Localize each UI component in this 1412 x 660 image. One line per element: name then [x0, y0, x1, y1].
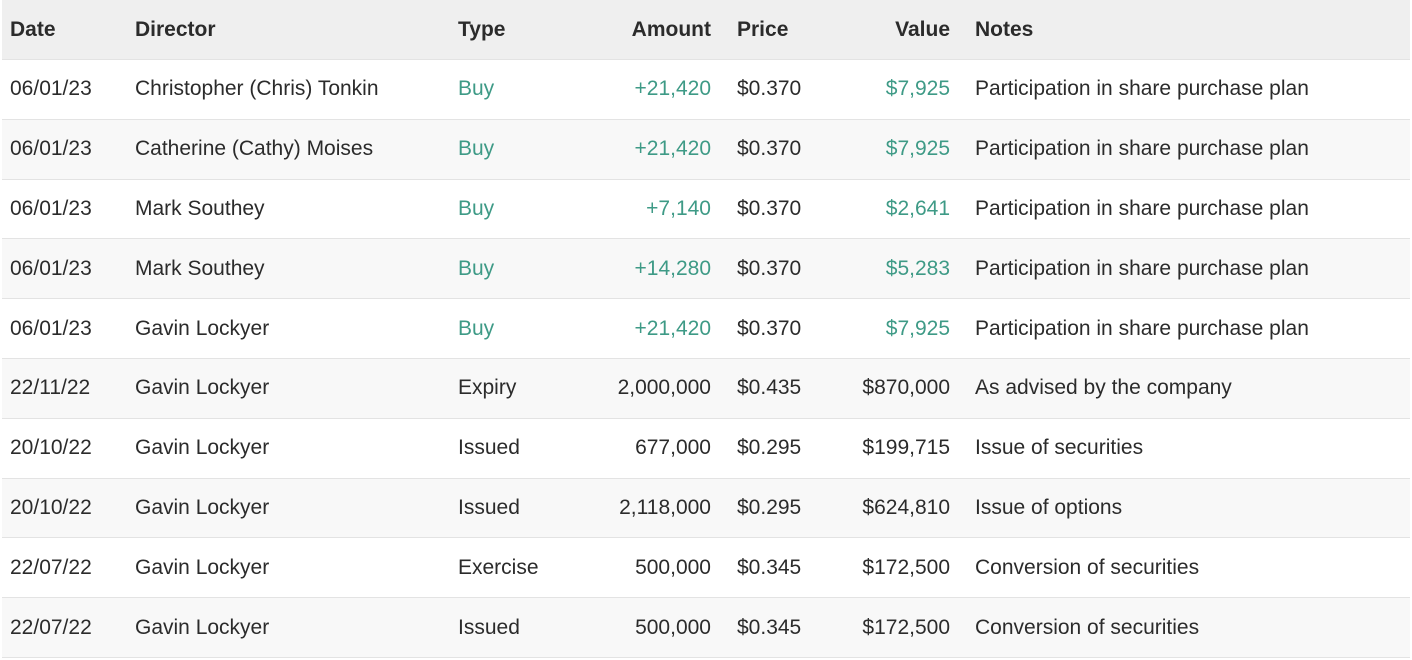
table-cell: Amount [631, 17, 711, 41]
table-cell: $0.435 [737, 376, 802, 400]
table-cell: Mark Southey [135, 256, 265, 280]
table-cell: Gavin Lockyer [135, 316, 270, 340]
table-row: 06/01/23 Mark Southey Buy +14,280 $0.370 $5,2… [2, 239, 1410, 300]
table-cell: $172,500 [862, 555, 950, 579]
table-cell: $624,810 [862, 495, 950, 519]
table-row: 20/10/22 Gavin Lockyer Issued 2,118,000 $0.2… [2, 478, 1410, 539]
table-cell: Buy [458, 256, 495, 280]
table-cell: Participation in share purchase plan [975, 196, 1309, 220]
table-row: 06/01/23 Mark Southey Buy +7,140 $0.370 $2,64… [2, 180, 1410, 240]
table-cell: Type [458, 17, 506, 41]
table-cell: 06/01/23 [10, 137, 92, 161]
table-cell: 22/07/22 [10, 615, 92, 639]
table-cell: $5,283 [885, 256, 950, 280]
table-cell: Buy [458, 316, 495, 340]
table-cell: $870,000 [862, 376, 950, 400]
table-cell: Mark Southey [135, 196, 265, 220]
table-cell: 677,000 [635, 436, 711, 460]
table-cell: +21,420 [634, 137, 712, 161]
table-cell: $2,641 [885, 196, 950, 220]
table-cell: Issued [458, 436, 520, 460]
table-cell: Gavin Lockyer [135, 495, 270, 519]
table-row: 22/07/22 Gavin Lockyer Exercise 500,000 $0.3… [2, 538, 1410, 599]
table-cell: Value [895, 17, 950, 41]
table-cell: Issue of options [975, 495, 1123, 519]
table-cell: $0.370 [737, 77, 802, 101]
table-cell: Buy [458, 137, 495, 161]
table-cell: Christopher (Chris) Tonkin [135, 77, 379, 101]
table-cell: Price [737, 17, 789, 41]
table-cell: As advised by the company [975, 376, 1232, 400]
table-cell: $0.295 [737, 436, 802, 460]
table-cell: +7,140 [646, 196, 711, 220]
table-cell: Gavin Lockyer [135, 615, 270, 639]
table-cell: $7,925 [885, 137, 950, 161]
table-cell: $7,925 [885, 77, 950, 101]
table-cell: 2,000,000 [617, 376, 711, 400]
table-cell: $0.370 [737, 196, 802, 220]
table-cell: $0.345 [737, 555, 802, 579]
table-cell: 20/10/22 [10, 495, 92, 519]
table-cell: 2,118,000 [619, 495, 711, 519]
table-row: 20/10/22 Gavin Lockyer Issued 677,000 $0.295… [2, 419, 1410, 479]
table-cell: 22/11/22 [10, 376, 91, 400]
table-cell: $7,925 [885, 316, 950, 340]
header-row: Date Director Type Amount Price Value Notes [2, 0, 1410, 60]
table-cell: Gavin Lockyer [135, 376, 270, 400]
table-cell: +21,420 [634, 316, 712, 340]
table-cell: Date [10, 17, 56, 41]
table-cell: Gavin Lockyer [135, 436, 270, 460]
table-cell: Issued [458, 615, 520, 639]
table-cell: Exercise [458, 555, 539, 579]
table-row: 22/07/22 Gavin Lockyer Issued 500,000 $0.345… [2, 598, 1410, 658]
table-cell: 06/01/23 [10, 256, 92, 280]
table-cell: 500,000 [635, 615, 711, 639]
table-cell: 06/01/23 [10, 316, 92, 340]
table-cell: Issued [458, 495, 520, 519]
table-cell: Gavin Lockyer [135, 555, 270, 579]
table-cell: Notes [975, 17, 1034, 41]
table-cell: Participation in share purchase plan [975, 256, 1309, 280]
table-cell: 06/01/23 [10, 77, 92, 101]
table-cell: Participation in share purchase plan [975, 77, 1309, 101]
table-cell: $0.295 [737, 495, 802, 519]
table-cell: Participation in share purchase plan [975, 316, 1309, 340]
table-row: 06/01/23 Catherine (Cathy) Moises Buy +21,4… [2, 119, 1410, 180]
table-cell: Director [135, 17, 216, 41]
table-cell: $0.370 [737, 316, 802, 340]
table-cell: +21,420 [634, 77, 712, 101]
table-cell: Conversion of securities [975, 555, 1200, 579]
table-cell: $0.370 [737, 137, 802, 161]
table-cell: Participation in share purchase plan [975, 137, 1309, 161]
table-cell: 500,000 [635, 555, 711, 579]
table-cell: Catherine (Cathy) Moises [135, 137, 374, 161]
table-cell: Buy [458, 196, 495, 220]
table-cell: $172,500 [862, 615, 950, 639]
table-cell: 22/07/22 [10, 555, 92, 579]
table-cell: Conversion of securities [975, 615, 1200, 639]
table-cell: $199,715 [862, 436, 950, 460]
table-cell: 06/01/23 [10, 196, 92, 220]
table-cell: Expiry [458, 376, 517, 400]
table-row: 06/01/23 Gavin Lockyer Buy +21,420 $0.370 $7,… [2, 299, 1410, 359]
table-cell: Issue of securities [975, 436, 1144, 460]
table-row: 06/01/23 Christopher (Chris) Tonkin Buy +21… [2, 60, 1410, 120]
table-cell: $0.345 [737, 615, 802, 639]
table-cell: +14,280 [634, 256, 712, 280]
table-cell: $0.370 [737, 256, 802, 280]
table-cell: Buy [458, 77, 495, 101]
table-row: 22/11/22 Gavin Lockyer Expiry 2,000,000 $0.4… [2, 359, 1410, 419]
table-cell: 20/10/22 [10, 436, 92, 460]
